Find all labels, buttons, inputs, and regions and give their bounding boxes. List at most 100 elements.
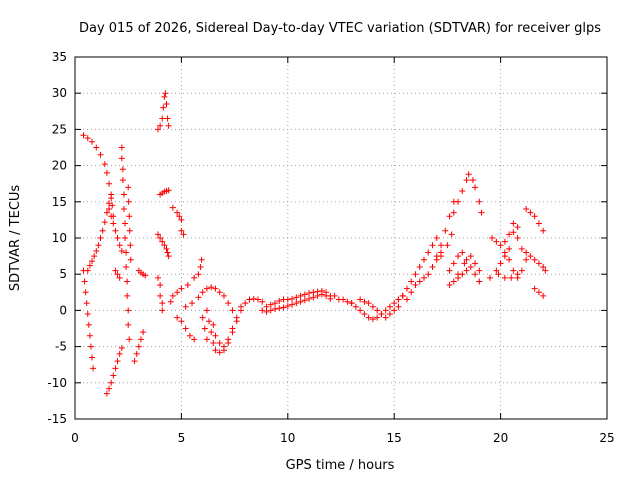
- data-point: [176, 213, 183, 220]
- data-point: [97, 151, 104, 158]
- data-point: [216, 289, 223, 296]
- data-point: [465, 171, 472, 178]
- series-arc3: [84, 195, 115, 274]
- data-point: [501, 274, 508, 281]
- data-point: [106, 206, 113, 213]
- data-point: [110, 372, 117, 379]
- data-point: [469, 177, 476, 184]
- data-point: [510, 267, 517, 274]
- data-point: [164, 115, 171, 122]
- data-point: [501, 249, 508, 256]
- data-point: [284, 303, 291, 310]
- axis-ticks: [74, 56, 608, 420]
- data-point: [106, 385, 113, 392]
- data-point: [472, 184, 479, 191]
- data-point: [178, 216, 185, 223]
- series-arc9: [131, 329, 147, 365]
- data-point: [229, 325, 236, 332]
- data-point: [250, 295, 257, 302]
- data-point: [216, 339, 223, 346]
- data-point: [112, 227, 119, 234]
- data-point: [289, 301, 296, 308]
- data-point: [497, 242, 504, 249]
- data-point: [125, 198, 132, 205]
- data-point: [391, 300, 398, 307]
- data-point: [116, 274, 123, 281]
- series-arc31: [446, 249, 470, 274]
- data-point: [523, 206, 530, 213]
- data-point: [116, 242, 123, 249]
- data-point: [87, 343, 94, 350]
- data-point: [85, 321, 92, 328]
- series-arc38: [495, 267, 525, 281]
- data-point: [535, 289, 542, 296]
- y-tick-label: 5: [59, 267, 67, 281]
- data-point: [478, 209, 485, 216]
- data-point: [164, 249, 171, 256]
- y-tick-label: -10: [47, 376, 67, 390]
- data-point: [203, 336, 210, 343]
- y-tick-label: 0: [59, 303, 67, 317]
- data-point: [118, 144, 125, 151]
- data-point: [476, 267, 483, 274]
- data-point: [210, 321, 217, 328]
- data-point: [455, 253, 462, 260]
- data-point: [357, 307, 364, 314]
- data-point: [284, 296, 291, 303]
- data-point: [180, 231, 187, 238]
- data-point: [272, 300, 279, 307]
- series-arc35: [486, 245, 513, 281]
- series-arc37: [501, 229, 530, 263]
- data-point: [203, 285, 210, 292]
- data-point: [103, 209, 110, 216]
- data-point: [133, 350, 140, 357]
- data-point: [463, 267, 470, 274]
- series-arc17: [174, 314, 198, 343]
- data-point: [446, 213, 453, 220]
- data-point: [81, 278, 88, 285]
- data-point: [174, 209, 181, 216]
- data-point: [89, 258, 96, 265]
- data-point: [446, 267, 453, 274]
- data-point: [109, 202, 116, 209]
- data-point: [123, 249, 130, 256]
- data-point: [514, 271, 521, 278]
- data-point: [420, 256, 427, 263]
- x-tick-label: 15: [387, 431, 402, 445]
- data-point: [122, 235, 129, 241]
- data-point: [501, 238, 508, 245]
- data-point: [157, 235, 164, 241]
- data-point: [157, 122, 164, 129]
- data-point: [198, 256, 205, 263]
- data-point: [429, 263, 436, 270]
- data-point: [425, 271, 432, 278]
- data-point: [165, 253, 172, 260]
- data-point: [165, 122, 172, 129]
- data-point: [510, 220, 517, 227]
- data-point: [361, 298, 368, 305]
- data-point: [112, 365, 119, 372]
- series-arc14: [154, 274, 166, 314]
- data-point: [112, 267, 119, 274]
- data-point: [169, 204, 176, 211]
- series-arc27: [395, 235, 440, 303]
- data-point: [135, 343, 142, 350]
- data-point: [212, 332, 219, 339]
- data-point: [493, 267, 500, 274]
- data-point: [178, 318, 185, 325]
- data-point: [429, 242, 436, 249]
- data-point: [510, 229, 517, 236]
- data-point: [518, 245, 525, 252]
- x-tick-label: 10: [280, 431, 295, 445]
- data-point: [463, 177, 470, 184]
- x-axis-title: GPS time / hours: [286, 458, 395, 473]
- series-arc30: [438, 231, 455, 260]
- data-point: [110, 220, 117, 227]
- data-point: [540, 292, 547, 299]
- data-point: [118, 155, 125, 162]
- series-arc1: [80, 132, 117, 220]
- data-point: [331, 292, 338, 299]
- data-point: [416, 263, 423, 270]
- data-point: [84, 135, 91, 142]
